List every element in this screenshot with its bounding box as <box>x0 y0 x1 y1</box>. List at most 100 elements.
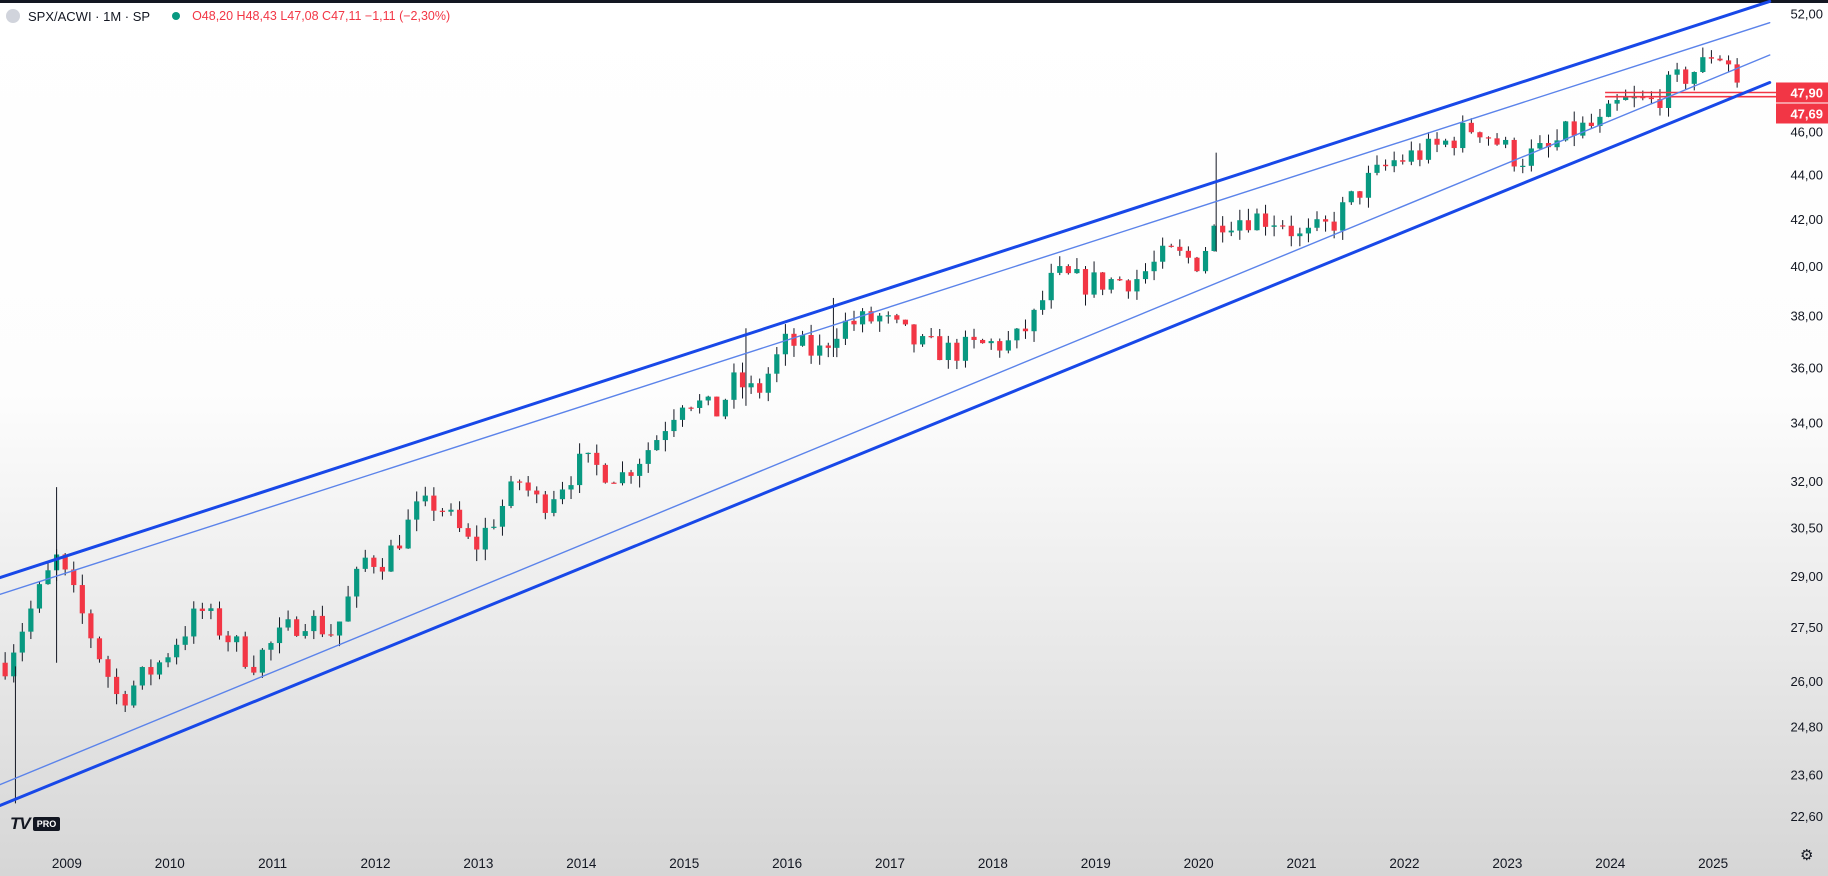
symbol-title[interactable]: SPX/ACWI · 1M · SP <box>28 8 151 24</box>
time-tick-label: 2021 <box>1287 856 1317 871</box>
candle <box>96 636 103 663</box>
candle <box>1674 62 1680 82</box>
candle <box>294 616 300 637</box>
channel-inner-line[interactable] <box>0 21 1771 596</box>
candle <box>285 610 291 631</box>
candle <box>628 469 634 484</box>
candle <box>585 452 591 463</box>
candle <box>1194 256 1200 273</box>
candle <box>662 421 668 452</box>
channel-inner-line[interactable] <box>0 54 1771 786</box>
candle <box>1108 277 1114 294</box>
candle <box>1271 215 1277 237</box>
price-label-badge[interactable]: 47,69 <box>1776 103 1828 124</box>
candle <box>577 443 583 493</box>
symbol-legend[interactable]: SPX/ACWI · 1M · SP O48,20 H48,43 L47,08 … <box>6 6 450 26</box>
candle <box>1125 279 1131 299</box>
candle <box>594 444 600 476</box>
candle <box>1725 55 1732 72</box>
price-tick-label: 32,00 <box>1790 474 1823 489</box>
candle <box>71 561 77 593</box>
time-tick-label: 2024 <box>1595 856 1626 871</box>
tradingview-logo[interactable]: TV PRO <box>10 814 61 834</box>
time-tick-label: 2018 <box>978 856 1008 871</box>
candle <box>611 481 617 484</box>
candle <box>1288 215 1294 247</box>
settings-gear-icon[interactable]: ⚙ <box>1800 847 1814 864</box>
candle <box>208 603 214 620</box>
candle <box>1588 113 1594 129</box>
candle <box>216 601 223 640</box>
candle <box>877 312 883 332</box>
candle <box>679 405 686 427</box>
candle <box>1100 272 1106 296</box>
time-tick-label: 2019 <box>1081 856 1111 871</box>
candle <box>1503 136 1509 149</box>
candle <box>508 475 514 509</box>
price-tick-label: 27,50 <box>1790 620 1823 635</box>
candle <box>945 335 951 369</box>
chart-top-border <box>0 0 1828 3</box>
candle <box>1340 196 1346 240</box>
candle <box>1528 139 1534 172</box>
candle <box>405 509 411 549</box>
candle <box>954 338 960 370</box>
candle <box>319 605 325 638</box>
time-tick-label: 2010 <box>155 856 185 871</box>
candle <box>885 311 891 324</box>
candle <box>919 334 926 347</box>
price-tick-label: 24,80 <box>1790 720 1823 735</box>
price-tick-label: 22,60 <box>1790 809 1823 824</box>
candle <box>1648 91 1654 105</box>
price-label-badge[interactable]: 47,90 <box>1776 82 1828 103</box>
candle <box>1657 89 1663 116</box>
candle <box>1400 154 1406 165</box>
candle <box>902 319 909 326</box>
candle <box>1031 308 1037 342</box>
candle <box>1057 256 1063 276</box>
candle <box>1322 215 1329 232</box>
candle <box>1717 55 1723 62</box>
candle <box>36 581 43 613</box>
candle <box>105 655 111 688</box>
candle <box>602 463 608 484</box>
symbol-logo-icon <box>6 9 20 23</box>
candle <box>414 491 420 532</box>
time-tick-label: 2025 <box>1698 856 1728 871</box>
candle <box>242 631 248 669</box>
candle <box>619 461 626 486</box>
candle <box>182 626 188 651</box>
candle <box>1563 120 1569 142</box>
candle <box>1082 266 1089 306</box>
channel-trendline[interactable] <box>0 0 1772 580</box>
candle <box>456 501 463 532</box>
candle <box>697 394 703 414</box>
candle <box>1683 66 1689 90</box>
candle <box>1168 243 1174 248</box>
candle <box>1597 108 1603 133</box>
candle <box>1280 220 1286 230</box>
candle <box>1374 155 1380 176</box>
candle <box>1605 100 1612 118</box>
candle <box>1117 276 1123 282</box>
time-axis[interactable]: 2009 2010 2011 2012 2013 2014 2015 2016 2017 2018… <box>52 856 1728 871</box>
candle <box>328 624 334 637</box>
candle <box>1211 224 1217 252</box>
candle <box>1734 58 1740 88</box>
candle <box>534 486 540 504</box>
candle <box>911 324 917 353</box>
candle <box>1314 211 1320 232</box>
candle <box>542 490 548 520</box>
price-axis[interactable]: 52,00 46,00 44,00 42,00 40,00 38,00 36,00 34,00… <box>1776 6 1828 824</box>
candle <box>748 375 754 394</box>
candle <box>431 487 437 521</box>
candle <box>971 328 977 349</box>
candle <box>688 406 694 412</box>
channel-trendline[interactable] <box>0 80 1772 807</box>
candle <box>1494 133 1500 146</box>
candle <box>1005 330 1011 354</box>
candle <box>739 362 746 399</box>
candle <box>19 623 25 662</box>
